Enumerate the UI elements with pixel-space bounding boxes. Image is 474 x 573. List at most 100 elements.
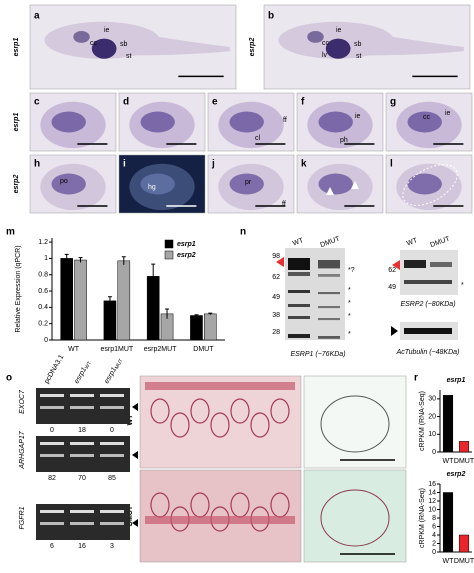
gel-band [40,442,64,445]
marker-label: 49 [388,284,396,291]
panel-label: a [34,11,40,22]
stain [407,111,442,133]
legend-label: esrp2 [177,252,196,259]
gel-band [40,394,64,397]
image-annotation: st [356,53,362,60]
chart-title: esrp2 [447,471,466,478]
y-tick-label: 0.2 [38,321,48,328]
gel-band [100,454,124,457]
tissue-cell [210,412,230,438]
blot-band [404,328,452,334]
image-annotation: ie [104,27,110,34]
blot-band [318,292,340,295]
image-annotation: cc [90,40,98,47]
error-bar [151,263,156,289]
y-tick-label: 8 [432,515,436,522]
image-annotation: po [60,178,68,185]
panel-label: l [390,159,393,170]
image-annotation: sb [354,41,362,48]
y-tick-label: 2 [432,540,436,547]
stain [73,31,90,43]
blot-band [404,260,426,268]
marker-arrow [392,260,400,270]
y-tick-label: 12 [428,498,436,505]
gel-band [40,510,64,513]
panel-label: f [301,97,305,108]
histology-image [303,375,407,469]
image-annotation: ie [355,113,361,120]
blot-band [288,316,310,319]
gel-band [70,394,94,397]
image-annotation: lv [322,52,328,59]
image-annotation: pr [245,179,252,186]
blot-band [288,304,310,307]
bar [60,258,74,341]
bar [74,259,87,341]
x-tick-label: DMUT [454,458,474,465]
ratio-label: 0 [110,427,114,434]
panel-label: k [301,159,307,170]
blot-band [288,258,310,270]
y-tick-label: 1 [44,255,48,262]
row-label: esrp2 [13,175,20,194]
row-label: esrp1 [13,38,20,57]
y-tick-label: 1.2 [38,239,48,246]
lane-subscript: MUT [114,358,125,370]
marker-label: 98 [272,253,280,260]
y-tick-label: 30 [428,396,436,403]
row-label: esrp2 [249,38,256,57]
stain [325,38,351,59]
gel-band [70,454,94,457]
band-star: *? [348,267,355,274]
stain [318,173,353,195]
stain [307,31,324,43]
image-annotation: cc [322,40,330,47]
gel-band [70,522,94,525]
x-tick-label: esrp1MUT [101,346,134,353]
y-tick-label: 0 [432,449,436,456]
lane-label: DMUT [319,235,341,249]
panel-label: o [6,373,12,384]
y-tick-label: 6 [432,523,436,530]
error-bar [121,256,126,265]
stain [318,111,353,133]
x-tick-label: DMUT [454,558,474,565]
bar [442,395,454,453]
y-tick-label: 0 [432,549,436,556]
blot-caption: ESRP1 (~76KDa) [290,351,345,358]
bar [203,313,217,341]
lane-subscript: WT [84,361,93,371]
stain [407,173,442,195]
bar [442,492,454,553]
image-annotation: ff [283,117,287,124]
ratio-label: 0 [50,427,54,434]
tissue-cell [170,412,190,438]
ratio-label: 85 [108,475,116,482]
gel-band [40,406,64,409]
outline [402,164,458,206]
blot-band [288,272,310,276]
bar [190,315,203,341]
blot-band [430,262,452,267]
tissue-outline [320,489,390,547]
error-bar [194,314,199,317]
gel-band [70,406,94,409]
band-arrow [132,519,138,527]
arrowhead [326,187,334,195]
blot-band [404,280,452,284]
band-arrow [132,403,138,411]
panel-label: c [34,97,40,108]
tissue-cell [190,398,210,424]
gel-band [100,394,124,397]
marker-label: 62 [388,267,396,274]
blot-caption: AcTubulin (~48KDa) [396,349,460,356]
ratio-label: 6 [50,543,54,550]
panel-label: r [414,373,418,384]
error-bar [107,296,112,305]
marker-label: 49 [272,294,280,301]
tissue-outline [320,395,390,453]
bar [117,260,131,341]
lane-label: esrp1MUT [103,357,125,386]
lane-label: WT [406,237,419,248]
image-annotation: ph [340,137,348,144]
